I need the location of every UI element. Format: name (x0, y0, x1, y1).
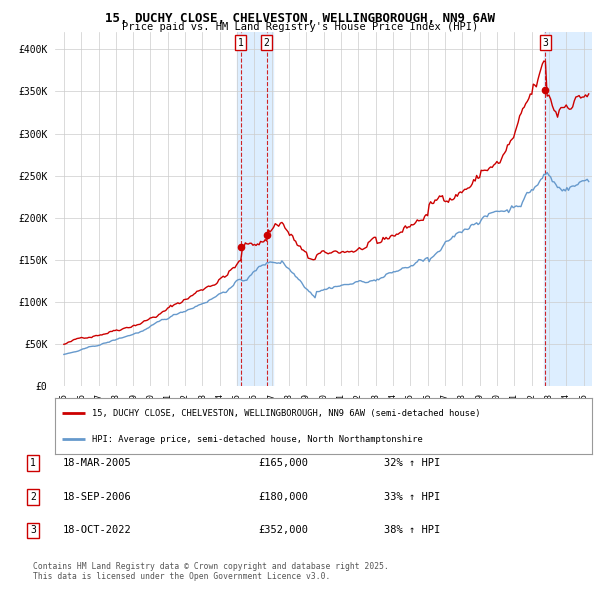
Text: 33% ↑ HPI: 33% ↑ HPI (384, 492, 440, 502)
Text: HPI: Average price, semi-detached house, North Northamptonshire: HPI: Average price, semi-detached house,… (92, 435, 422, 444)
Text: 18-OCT-2022: 18-OCT-2022 (63, 526, 132, 535)
Text: £352,000: £352,000 (258, 526, 308, 535)
Text: Price paid vs. HM Land Registry's House Price Index (HPI): Price paid vs. HM Land Registry's House … (122, 22, 478, 32)
Text: 3: 3 (542, 38, 548, 48)
Text: 1: 1 (30, 458, 36, 468)
Bar (237, 32, 274, 386)
Text: Contains HM Land Registry data © Crown copyright and database right 2025.
This d: Contains HM Land Registry data © Crown c… (33, 562, 389, 581)
Text: 15, DUCHY CLOSE, CHELVESTON, WELLINGBOROUGH, NN9 6AW: 15, DUCHY CLOSE, CHELVESTON, WELLINGBORO… (105, 12, 495, 25)
Text: 38% ↑ HPI: 38% ↑ HPI (384, 526, 440, 535)
Bar (544, 32, 592, 386)
Text: 2: 2 (264, 38, 269, 48)
Text: 18-MAR-2005: 18-MAR-2005 (63, 458, 132, 468)
Text: 32% ↑ HPI: 32% ↑ HPI (384, 458, 440, 468)
Text: 3: 3 (30, 526, 36, 535)
Text: 15, DUCHY CLOSE, CHELVESTON, WELLINGBOROUGH, NN9 6AW (semi-detached house): 15, DUCHY CLOSE, CHELVESTON, WELLINGBORO… (92, 409, 480, 418)
Text: 1: 1 (238, 38, 244, 48)
Text: £180,000: £180,000 (258, 492, 308, 502)
Text: 2: 2 (30, 492, 36, 502)
Text: £165,000: £165,000 (258, 458, 308, 468)
Text: 18-SEP-2006: 18-SEP-2006 (63, 492, 132, 502)
